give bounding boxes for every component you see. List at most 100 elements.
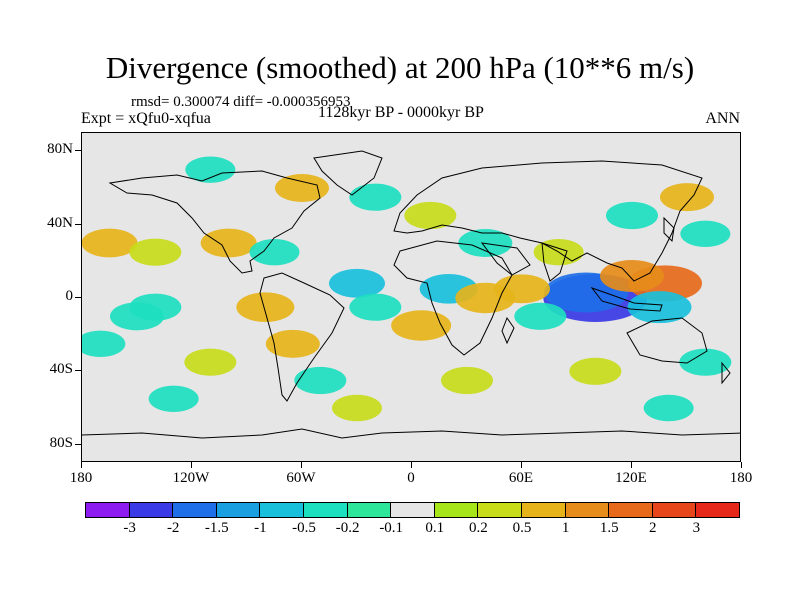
experiment-label: Expt = xQfu0-xqfua <box>81 110 211 127</box>
x-tick-mark <box>631 462 632 468</box>
colorbar-label: 1 <box>561 520 570 536</box>
colorbar-label: -1 <box>254 520 267 536</box>
anomaly-cell-23 <box>404 201 457 230</box>
y-tick-mark <box>75 150 81 152</box>
anomaly-cell-33 <box>441 366 493 395</box>
x-tick-mark <box>301 462 302 468</box>
colorbar-box-5 <box>302 502 348 518</box>
coastline-north-america <box>108 170 321 274</box>
y-tick-mark <box>75 443 81 445</box>
anomaly-cell-3 <box>627 291 692 324</box>
anomaly-cell-8 <box>82 228 138 258</box>
anomaly-cell-11 <box>249 238 300 266</box>
x-tick-mark <box>411 462 412 468</box>
anomaly-cell-24 <box>349 183 402 211</box>
anomaly-cell-9 <box>129 238 182 266</box>
anomaly-cell-34 <box>569 357 622 385</box>
y-tick-label: 40S <box>49 361 73 378</box>
colorbar <box>85 502 740 518</box>
anomaly-cell-6 <box>129 293 182 321</box>
anomaly-cell-27 <box>660 183 714 212</box>
coastline-arabia <box>480 242 531 276</box>
y-tick-mark <box>75 370 81 372</box>
anomaly-cell-15 <box>349 293 402 321</box>
y-tick-mark <box>75 223 81 225</box>
coastline-new-zealand <box>721 361 731 385</box>
coastline-eurasia <box>393 160 703 282</box>
x-tick-label: 180 <box>69 470 93 486</box>
anomaly-cell-31 <box>148 385 199 413</box>
stats-label: rmsd= 0.300074 diff= -0.000356953 <box>131 94 351 110</box>
coastline-indonesia <box>590 286 663 312</box>
anomaly-layer <box>82 156 732 422</box>
y-tick-label: 80N <box>47 141 73 158</box>
coastline-south-america <box>259 272 345 402</box>
anomaly-cell-32 <box>294 366 347 395</box>
y-tick-label: 40N <box>47 214 73 231</box>
colorbar-label: 0.5 <box>512 520 532 536</box>
x-tick-label: 180 <box>729 470 753 486</box>
colorbar-label: -3 <box>123 520 136 536</box>
colorbar-label: 3 <box>692 520 701 536</box>
season-label: ANN <box>705 110 740 127</box>
colorbar-box-1 <box>128 502 174 518</box>
colorbar-label: -1.5 <box>204 520 229 536</box>
coastline-india <box>541 242 568 282</box>
colorbar-label: -0.1 <box>379 520 404 536</box>
anomaly-cell-13 <box>265 329 320 358</box>
x-tick-label: 0 <box>407 470 415 486</box>
colorbar-box-10 <box>520 502 566 518</box>
anomaly-cell-28 <box>606 201 658 230</box>
colorbar-box-0 <box>85 502 130 518</box>
colorbar-box-3 <box>215 502 261 518</box>
x-tick-label: 120W <box>172 470 210 486</box>
anomaly-cell-4 <box>600 260 664 292</box>
anomaly-cell-25 <box>275 174 329 202</box>
anomaly-cell-14 <box>329 268 385 298</box>
x-tick-mark <box>741 462 742 468</box>
colorbar-box-13 <box>651 502 697 518</box>
colorbar-box-7 <box>390 502 435 518</box>
divergence-map <box>82 150 740 439</box>
colorbar-box-8 <box>433 502 479 518</box>
coastline-antarctica <box>82 428 740 439</box>
chart-title: Divergence (smoothed) at 200 hPa (10**6 … <box>105 50 695 85</box>
colorbar-label: 0.2 <box>469 520 488 536</box>
anomaly-cell-29 <box>680 220 731 248</box>
x-tick-mark <box>191 462 192 468</box>
colorbar-box-11 <box>564 502 610 518</box>
anomaly-cell-12 <box>236 292 295 322</box>
period-label: 1128kyr BP - 0000kyr BP <box>318 104 484 121</box>
colorbar-label: -0.2 <box>335 520 360 536</box>
colorbar-box-14 <box>695 502 740 518</box>
colorbar-label: 2 <box>649 520 657 536</box>
colorbar-box-6 <box>346 502 392 518</box>
anomaly-cell-26 <box>185 156 236 183</box>
coastline-africa <box>393 240 513 356</box>
coastline-japan <box>663 216 675 243</box>
x-tick-label: 60W <box>286 470 316 486</box>
x-tick-mark <box>81 462 82 468</box>
colorbar-box-4 <box>259 502 304 518</box>
coastlines <box>82 150 740 439</box>
y-tick-mark <box>75 297 81 298</box>
anomaly-cell-10 <box>200 228 257 258</box>
coastline-australia <box>626 317 708 364</box>
x-tick-label: 120E <box>615 470 647 486</box>
anomaly-cell-36 <box>643 394 694 422</box>
colorbar-label: 1.5 <box>599 520 619 536</box>
anomaly-cell-37 <box>332 394 382 422</box>
x-tick-mark <box>521 462 522 468</box>
anomaly-cell-30 <box>184 348 237 376</box>
anomaly-cell-16 <box>391 310 452 341</box>
colorbar-label: -2 <box>166 520 180 536</box>
coastline-madagascar <box>501 316 515 345</box>
coastline-greenland <box>313 150 383 196</box>
anomaly-cell-19 <box>494 274 550 304</box>
anomaly-cell-35 <box>679 348 732 376</box>
colorbar-label: -0.5 <box>292 520 316 536</box>
map-plot-area <box>81 132 741 462</box>
colorbar-box-12 <box>608 502 653 518</box>
colorbar-label: 0.1 <box>425 520 445 536</box>
y-tick-label: 80S <box>49 434 73 451</box>
